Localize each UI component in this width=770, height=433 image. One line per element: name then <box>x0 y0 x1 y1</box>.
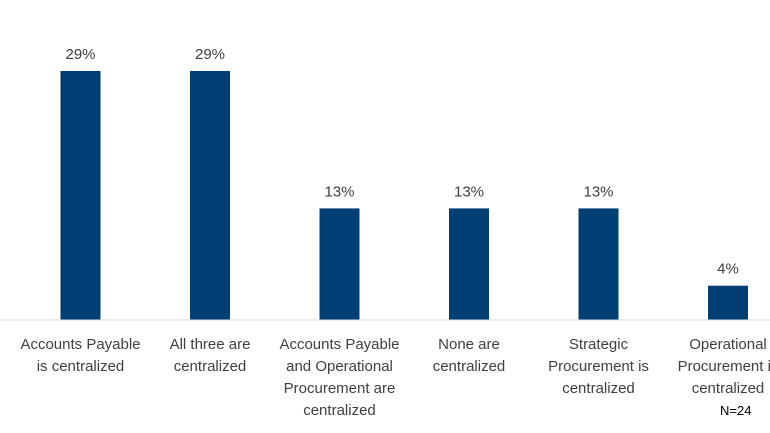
category-label-line: Accounts Payable <box>20 336 140 353</box>
category-label-line: None are <box>438 336 500 353</box>
category-label-line: centralized <box>692 380 765 397</box>
data-label-1: 29% <box>65 46 95 63</box>
category-label-4: None are centralized <box>433 336 506 375</box>
data-label-4: 13% <box>454 183 484 200</box>
category-label-line: Strategic <box>569 336 629 353</box>
data-label-3: 13% <box>324 183 354 200</box>
category-label-6: Operational Procurement is centralized <box>678 336 770 397</box>
category-label-line: Operational <box>689 336 767 353</box>
data-label-2: 29% <box>195 46 225 63</box>
bar-5 <box>578 208 619 320</box>
bar-6 <box>708 285 748 320</box>
category-label-line: centralized <box>303 402 376 419</box>
category-label-1: Accounts Payable is centralized <box>20 336 140 375</box>
category-label-line: is centralized <box>37 358 125 375</box>
category-label-line: and Operational <box>286 358 393 375</box>
category-labels-group: Accounts Payable is centralized All three … <box>20 336 770 419</box>
category-label-line: Procurement is <box>678 358 770 375</box>
data-labels-group: 29% 29% 13% 13% 13% 4% <box>65 46 738 278</box>
category-label-line: centralized <box>174 358 247 375</box>
data-label-5: 13% <box>583 183 613 200</box>
bar-4 <box>449 208 489 320</box>
bar-2 <box>190 71 230 320</box>
data-label-6: 4% <box>717 261 739 278</box>
sample-size-note: N=24 <box>720 403 752 418</box>
category-label-3: Accounts Payable and Operational Procureme… <box>279 336 399 419</box>
bars-group <box>60 71 748 320</box>
category-label-line: centralized <box>562 380 635 397</box>
category-label-line: All three are <box>170 336 251 353</box>
category-label-line: Procurement is <box>548 358 649 375</box>
category-label-line: centralized <box>433 358 506 375</box>
bar-1 <box>60 71 101 320</box>
category-label-line: Procurement are <box>284 380 396 397</box>
bar-3 <box>319 208 360 320</box>
category-label-2: All three are centralized <box>170 336 251 375</box>
category-label-5: Strategic Procurement is centralized <box>548 336 649 397</box>
category-label-line: Accounts Payable <box>279 336 399 353</box>
